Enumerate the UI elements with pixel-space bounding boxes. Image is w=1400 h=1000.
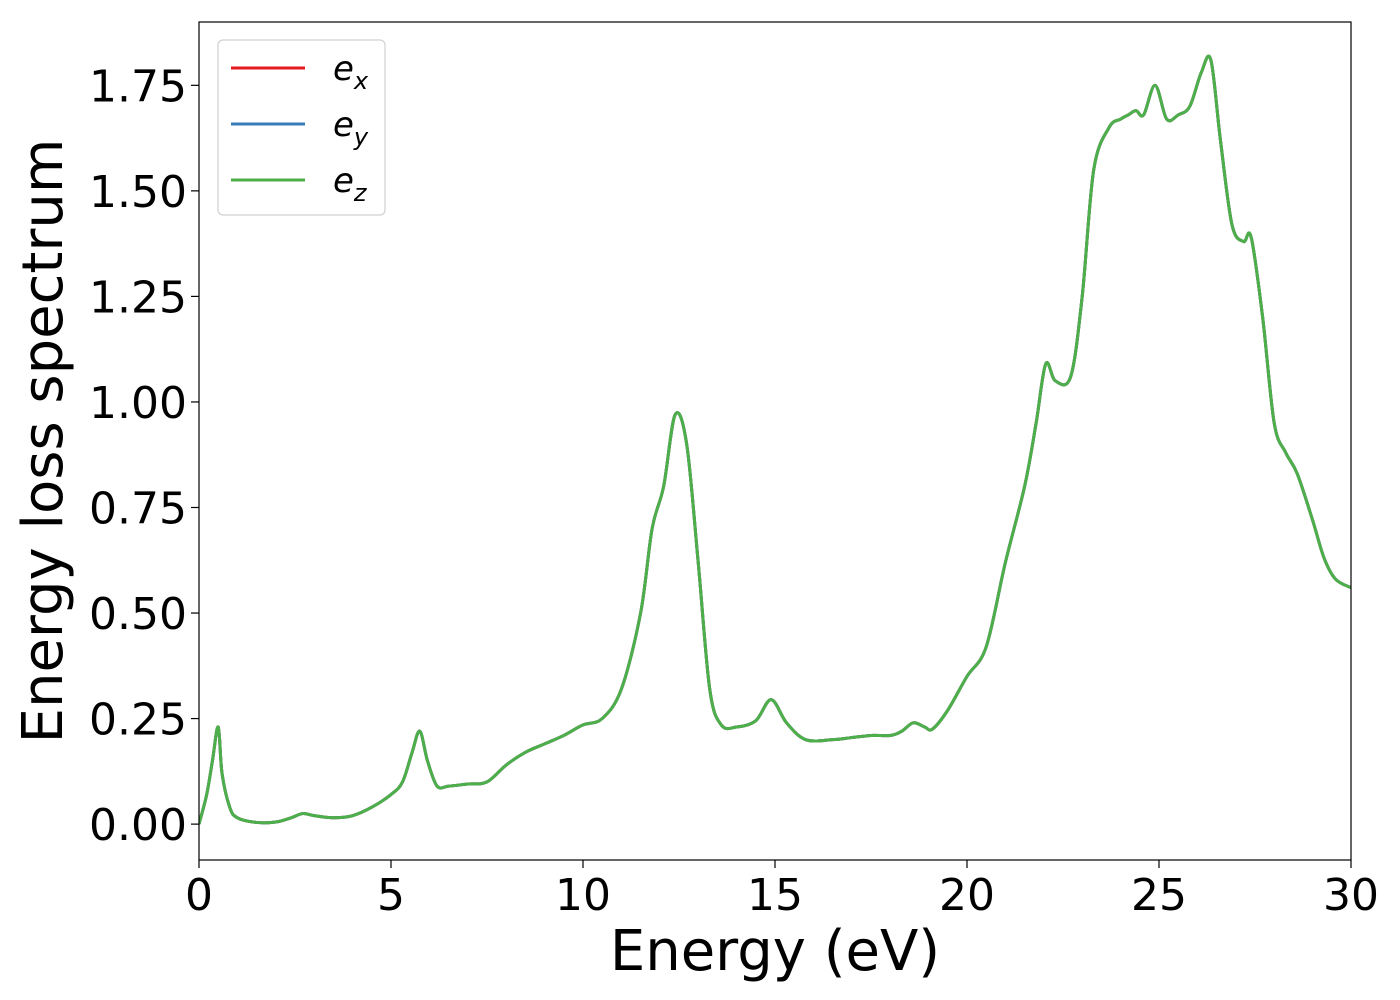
x-axis: 0 5 10 15 20 25 30 (185, 860, 1379, 921)
series-line-ez (199, 54, 1351, 825)
x-tick-label: 25 (1131, 870, 1187, 921)
y-axis: 0.00 0.25 0.50 0.75 1.00 1.25 1.50 1.75 (89, 61, 199, 851)
x-tick-label: 10 (555, 870, 611, 921)
y-tick-label: 1.00 (89, 378, 187, 429)
legend-label: ey (333, 105, 369, 151)
y-tick-label: 0.75 (89, 483, 187, 534)
legend-label: ez (333, 161, 368, 207)
legend-box (217, 39, 386, 216)
y-tick-label: 1.25 (89, 272, 187, 323)
x-tick-label: 5 (377, 870, 405, 921)
legend: ex ey ez (217, 39, 386, 216)
y-tick-label: 0.50 (89, 589, 187, 640)
x-tick-label: 20 (939, 870, 995, 921)
x-axis-title: Energy (eV) (610, 919, 940, 984)
x-tick-label: 0 (185, 870, 213, 921)
x-tick-label: 15 (747, 870, 803, 921)
y-tick-label: 0.00 (89, 800, 187, 851)
x-tick-label: 30 (1323, 870, 1379, 921)
y-tick-label: 0.25 (89, 695, 187, 746)
y-tick-label: 1.50 (89, 167, 187, 218)
legend-label: ex (333, 49, 369, 95)
series-layer (199, 54, 1351, 825)
y-tick-label: 1.75 (89, 61, 187, 112)
y-axis-title: Energy loss spectrum (11, 139, 76, 744)
